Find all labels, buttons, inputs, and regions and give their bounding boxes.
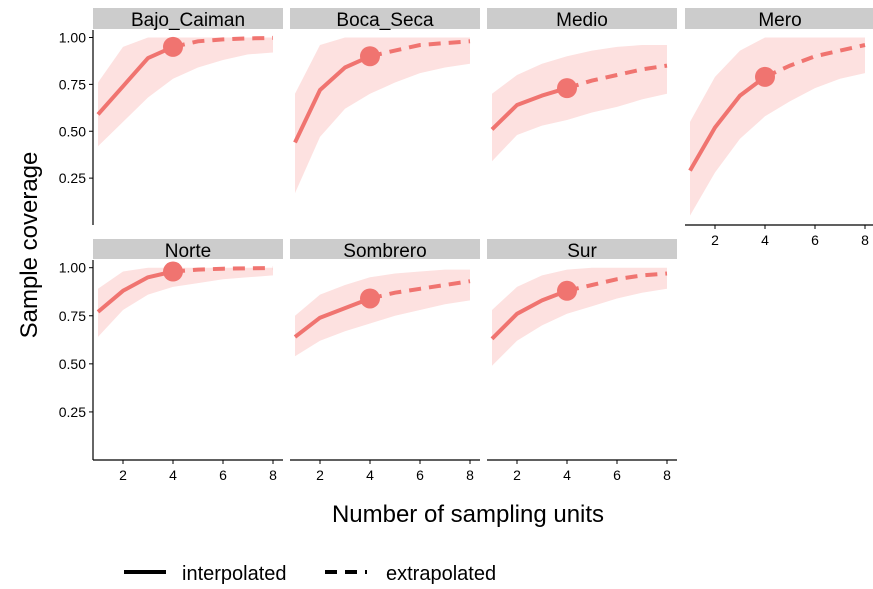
y-tick-label: 1.00 [59,260,86,276]
strip-sombrero [290,239,480,259]
extrapolated-line-mero [764,43,866,79]
y-tick-label: 1.00 [59,30,86,46]
x-tick-label: 4 [761,232,769,248]
x-tick-label: 6 [219,467,227,483]
confidence-band-mero [690,37,865,216]
panel-medio: Medio [487,8,677,162]
panel-boca-seca: Boca_Seca [290,8,480,194]
x-tick-label: 8 [663,467,671,483]
y-tick-label: 0.25 [59,404,86,420]
x-tick-label: 6 [416,467,424,483]
panel-bajo-caiman: Bajo_Caiman 0.25 0.50 0.75 1.00 [59,8,283,225]
strip-bajo-caiman [93,8,283,29]
y-axis-title: Sample coverage [16,152,43,339]
interpolated-line-sombrero [293,296,371,339]
x-tick-label: 4 [366,467,374,483]
x-tick-label: 6 [613,467,621,483]
y-tick-label: 0.75 [59,76,86,92]
strip-mero [685,8,873,29]
strip-medio [487,8,677,29]
panel-sombrero: Sombrero 2 4 6 8 [290,239,480,483]
x-tick-label: 8 [466,467,474,483]
x-tick-label: 2 [119,467,127,483]
strip-label-norte: Norte [165,241,211,262]
observed-point-norte [163,261,183,282]
extrapolated-line-sombrero [369,279,471,301]
x-axis-title: Number of sampling units [332,501,604,528]
observed-point-sur [557,280,577,301]
panel-sur: Sur 2 4 6 8 [487,239,677,483]
extrapolated-line-norte [172,266,274,274]
y-tick-label: 0.50 [59,356,86,372]
observed-point-sombrero [360,288,380,309]
y-tick-label: 0.75 [59,308,86,324]
interpolated-line-mero [688,75,767,172]
x-tick-label: 2 [711,232,719,248]
observed-point-boca-seca [360,46,380,67]
interpolated-line-norte [96,269,174,314]
strip-sur [487,239,677,259]
legend-label-interpolated: interpolated [182,563,287,585]
x-tick-label: 2 [513,467,521,483]
legend: interpolated extrapolated [124,563,496,585]
panel-group: Bajo_Caiman 0.25 0.50 0.75 1.00 Boca_Seca Medi… [59,8,873,483]
confidence-band-sur [492,267,667,366]
confidence-band-medio [492,45,667,162]
confidence-band-sombrero [295,269,470,357]
observed-point-mero [755,66,775,87]
confidence-band-norte [98,267,273,337]
interpolated-line-bajo-caiman [96,45,174,116]
y-tick-label: 0.25 [59,170,86,186]
x-tick-label: 8 [269,467,277,483]
x-tick-label: 4 [169,467,177,483]
x-tick-label: 8 [861,232,869,248]
extrapolated-line-medio [566,63,668,91]
confidence-band-bajo-caiman [98,37,273,147]
confidence-band-boca-seca [295,37,470,194]
interpolated-line-sur [490,288,568,341]
strip-label-medio: Medio [556,10,608,31]
strip-label-mero: Mero [758,10,801,31]
x-tick-label: 4 [563,467,571,483]
y-tick-label: 0.50 [59,123,86,139]
x-tick-label: 6 [811,232,819,248]
strip-norte [93,239,283,259]
strip-label-sur: Sur [567,241,597,262]
observed-point-bajo-caiman [163,36,183,57]
extrapolated-line-boca-seca [369,39,471,59]
strip-label-boca-seca: Boca_Seca [336,10,434,31]
interpolated-line-medio [490,86,568,131]
x-tick-label: 2 [316,467,324,483]
extrapolated-line-bajo-caiman [172,35,274,49]
observed-point-medio [557,78,577,99]
strip-label-bajo-caiman: Bajo_Caiman [131,10,245,31]
strip-boca-seca [290,8,480,29]
panel-mero: Mero 2 4 6 8 [685,8,873,248]
strip-label-sombrero: Sombrero [343,241,426,262]
panel-norte: Norte 0.25 0.50 0.75 1.00 2 4 6 8 [59,239,283,483]
extrapolated-line-sur [566,271,668,293]
interpolated-line-boca-seca [293,54,371,144]
legend-label-extrapolated: extrapolated [386,563,496,585]
